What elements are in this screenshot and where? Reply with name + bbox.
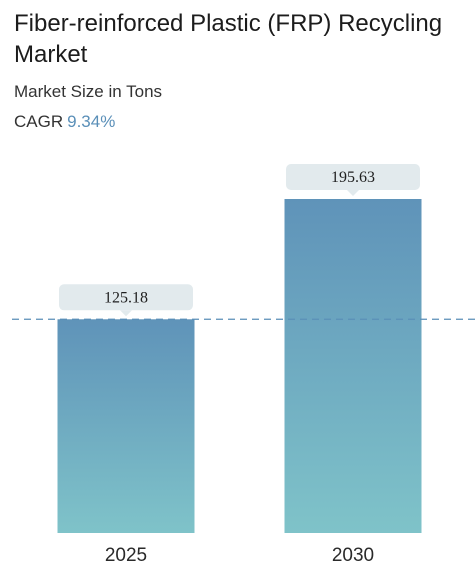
cagr-line: CAGR 9.34%	[14, 111, 115, 133]
data-label-text: 125.18	[104, 289, 148, 306]
data-label-box	[286, 164, 420, 190]
cagr-label: CAGR	[14, 112, 64, 131]
data-label-2030: 195.63	[286, 164, 420, 196]
bar-2030	[284, 199, 422, 533]
chart-title: Fiber-reinforced Plastic (FRP) Recycling…	[14, 10, 443, 68]
cagr-value: 9.34%	[67, 112, 116, 131]
data-label-text: 195.63	[331, 169, 375, 186]
x-tick-label: 2025	[105, 545, 147, 566]
data-label-pointer	[120, 310, 132, 317]
x-tick-label: 2030	[332, 545, 374, 566]
chart-subtitle: Market Size in Tons	[14, 82, 163, 101]
plot-area: 125.18 2025 195.63 2030	[12, 164, 475, 566]
data-label-pointer	[347, 190, 359, 196]
bar-2025	[57, 319, 195, 533]
data-label-box	[59, 284, 193, 311]
data-label-2025: 125.18	[59, 284, 193, 317]
